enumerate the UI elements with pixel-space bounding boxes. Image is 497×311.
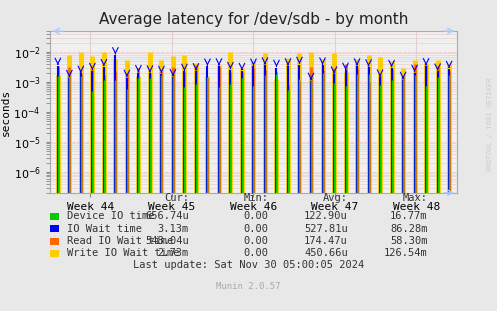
Text: 86.28m: 86.28m — [390, 224, 427, 234]
Text: 527.81u: 527.81u — [304, 224, 348, 234]
Text: 58.30m: 58.30m — [390, 236, 427, 246]
Text: 548.04u: 548.04u — [145, 236, 189, 246]
Text: Last update: Sat Nov 30 05:00:05 2024: Last update: Sat Nov 30 05:00:05 2024 — [133, 260, 364, 270]
Text: Read IO Wait time: Read IO Wait time — [67, 236, 173, 246]
Text: 0.00: 0.00 — [244, 224, 268, 234]
Text: 126.54m: 126.54m — [384, 248, 427, 258]
Text: Avg:: Avg: — [323, 193, 348, 202]
Text: Device IO time: Device IO time — [67, 211, 155, 221]
Text: 3.13m: 3.13m — [158, 224, 189, 234]
Text: Write IO Wait time: Write IO Wait time — [67, 248, 179, 258]
Y-axis label: seconds: seconds — [0, 88, 10, 136]
Text: Cur:: Cur: — [164, 193, 189, 202]
Title: Average latency for /dev/sdb - by month: Average latency for /dev/sdb - by month — [99, 12, 408, 27]
Text: 174.47u: 174.47u — [304, 236, 348, 246]
Text: 0.00: 0.00 — [244, 248, 268, 258]
Text: 450.66u: 450.66u — [304, 248, 348, 258]
Text: Min:: Min: — [244, 193, 268, 202]
Text: 122.90u: 122.90u — [304, 211, 348, 221]
Text: 2.73m: 2.73m — [158, 248, 189, 258]
Text: 656.74u: 656.74u — [145, 211, 189, 221]
Text: Munin 2.0.57: Munin 2.0.57 — [216, 282, 281, 290]
Text: IO Wait time: IO Wait time — [67, 224, 142, 234]
Text: Max:: Max: — [403, 193, 427, 202]
Text: 16.77m: 16.77m — [390, 211, 427, 221]
Text: 0.00: 0.00 — [244, 236, 268, 246]
Text: RRDTOOL / TOBI OETIKER: RRDTOOL / TOBI OETIKER — [487, 78, 493, 171]
Text: 0.00: 0.00 — [244, 211, 268, 221]
